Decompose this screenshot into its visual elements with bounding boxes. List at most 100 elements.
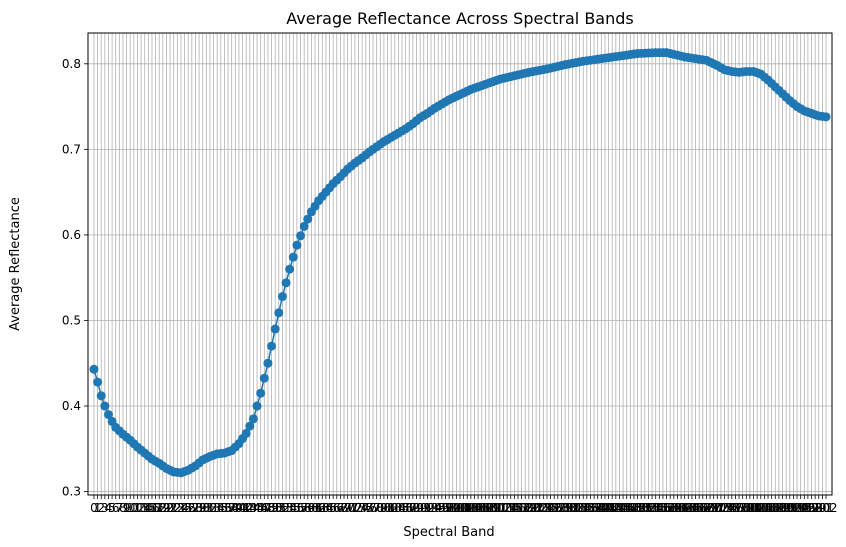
x-tick-label: 187 bbox=[760, 501, 783, 515]
y-tick-label: 0.5 bbox=[62, 313, 81, 327]
x-tick-label: 77 bbox=[365, 501, 380, 515]
x-tick-label: 2 bbox=[97, 501, 105, 515]
x-tick-label: 12 bbox=[130, 501, 145, 515]
x-tick-label: 201 bbox=[811, 501, 834, 515]
x-tick-label: 176 bbox=[720, 501, 743, 515]
x-tick-label: 161 bbox=[666, 501, 689, 515]
x-tick-label: 71 bbox=[344, 501, 359, 515]
x-tick-label: 100 bbox=[445, 501, 468, 515]
x-tick-label: 46 bbox=[253, 501, 268, 515]
x-tick-label: 181 bbox=[738, 501, 761, 515]
x-tick-label: 90 bbox=[412, 501, 427, 515]
x-tick-label: 8 bbox=[119, 501, 127, 515]
x-tick-label: 23 bbox=[170, 501, 185, 515]
x-tick-label: 33 bbox=[206, 501, 221, 515]
x-tick-label: 94 bbox=[427, 501, 442, 515]
x-tick-label: 123 bbox=[528, 501, 551, 515]
x-tick-label: 6 bbox=[112, 501, 120, 515]
data-point bbox=[270, 324, 280, 334]
x-tick-label: 14 bbox=[137, 501, 152, 515]
x-tick-label: 148 bbox=[619, 501, 642, 515]
x-tick-label: 52 bbox=[275, 501, 290, 515]
x-ticks: 0123456789101112131415161718192021222324… bbox=[90, 495, 837, 515]
x-tick-label: 20 bbox=[159, 501, 174, 515]
x-tick-label: 68 bbox=[333, 501, 348, 515]
x-tick-label: 43 bbox=[242, 501, 257, 515]
x-tick-label: 191 bbox=[775, 501, 798, 515]
x-tick-label: 15 bbox=[141, 501, 156, 515]
x-tick-label: 194 bbox=[786, 501, 809, 515]
x-tick-label: 170 bbox=[699, 501, 722, 515]
data-point bbox=[245, 421, 255, 431]
x-tick-label: 96 bbox=[434, 501, 449, 515]
x-tick-label: 87 bbox=[402, 501, 417, 515]
x-tick-label: 91 bbox=[416, 501, 431, 515]
x-tick-label: 42 bbox=[239, 501, 254, 515]
x-tick-label: 78 bbox=[369, 501, 384, 515]
x-tick-label: 84 bbox=[391, 501, 406, 515]
x-tick-label: 142 bbox=[597, 501, 620, 515]
x-tick-label: 0 bbox=[90, 501, 98, 515]
x-tick-label: 22 bbox=[166, 501, 181, 515]
x-tick-label: 29 bbox=[191, 501, 206, 515]
x-tick-label: 202 bbox=[815, 501, 838, 515]
x-tick-label: 1 bbox=[94, 501, 102, 515]
x-tick-label: 110 bbox=[481, 501, 504, 515]
x-tick-label: 162 bbox=[670, 501, 693, 515]
x-tick-label: 98 bbox=[441, 501, 456, 515]
x-tick-label: 93 bbox=[423, 501, 438, 515]
data-point bbox=[259, 373, 269, 383]
data-point bbox=[241, 428, 251, 438]
x-tick-label: 53 bbox=[278, 501, 293, 515]
x-tick-label: 30 bbox=[195, 501, 210, 515]
x-tick-label: 159 bbox=[659, 501, 682, 515]
x-tick-label: 34 bbox=[210, 501, 225, 515]
x-tick-label: 121 bbox=[521, 501, 544, 515]
x-tick-label: 3 bbox=[101, 501, 109, 515]
x-tick-label: 17 bbox=[148, 501, 163, 515]
x-tick-label: 154 bbox=[641, 501, 664, 515]
x-tick-label: 25 bbox=[177, 501, 192, 515]
x-tick-label: 165 bbox=[680, 501, 703, 515]
data-point bbox=[267, 341, 277, 351]
x-tick-label: 177 bbox=[724, 501, 747, 515]
x-tick-label: 48 bbox=[260, 501, 275, 515]
x-tick-label: 58 bbox=[297, 501, 312, 515]
x-tick-label: 65 bbox=[322, 501, 337, 515]
x-tick-label: 144 bbox=[604, 501, 627, 515]
x-tick-label: 66 bbox=[326, 501, 341, 515]
x-tick-label: 47 bbox=[257, 501, 272, 515]
x-tick-label: 160 bbox=[662, 501, 685, 515]
x-tick-label: 195 bbox=[789, 501, 812, 515]
x-tick-label: 70 bbox=[340, 501, 355, 515]
x-tick-label: 111 bbox=[485, 501, 508, 515]
x-tick-label: 64 bbox=[318, 501, 333, 515]
x-tick-label: 10 bbox=[123, 501, 138, 515]
x-tick-label: 151 bbox=[630, 501, 653, 515]
x-tick-label: 80 bbox=[376, 501, 391, 515]
x-tick-label: 171 bbox=[702, 501, 725, 515]
x-tick-label: 88 bbox=[405, 501, 420, 515]
x-tick-label: 196 bbox=[793, 501, 816, 515]
x-tick-label: 172 bbox=[706, 501, 729, 515]
x-tick-label: 101 bbox=[449, 501, 472, 515]
x-tick-label: 119 bbox=[514, 501, 537, 515]
x-tick-label: 146 bbox=[612, 501, 635, 515]
x-tick-label: 55 bbox=[286, 501, 301, 515]
data-point bbox=[256, 388, 266, 398]
x-tick-label: 117 bbox=[507, 501, 530, 515]
x-tick-label: 163 bbox=[673, 501, 696, 515]
x-tick-label: 44 bbox=[246, 501, 261, 515]
data-point bbox=[263, 358, 273, 368]
x-tick-label: 5 bbox=[108, 501, 116, 515]
x-tick-label: 92 bbox=[420, 501, 435, 515]
x-tick-label: 149 bbox=[622, 501, 645, 515]
x-tick-label: 79 bbox=[373, 501, 388, 515]
x-tick-label: 168 bbox=[691, 501, 714, 515]
data-point bbox=[248, 414, 258, 424]
x-tick-label: 39 bbox=[228, 501, 243, 515]
x-tick-label: 107 bbox=[470, 501, 493, 515]
x-tick-label: 4 bbox=[105, 501, 113, 515]
data-point bbox=[93, 377, 103, 387]
x-tick-label: 185 bbox=[753, 501, 776, 515]
